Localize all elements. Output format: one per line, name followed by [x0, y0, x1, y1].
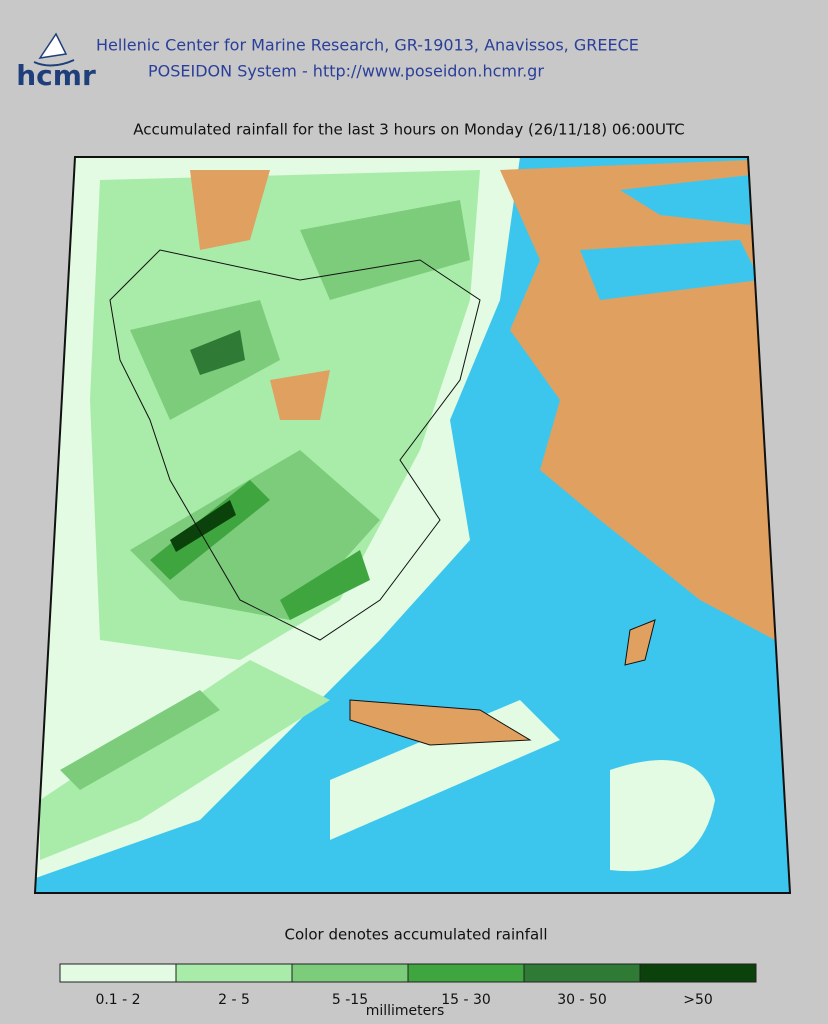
legend-label: 2 - 5 — [218, 992, 250, 1008]
map — [35, 157, 790, 893]
legend-swatch — [639, 963, 757, 983]
header-line: Hellenic Center for Marine Research, GR-… — [96, 36, 639, 55]
legend-label: 30 - 50 — [557, 992, 607, 1008]
legend-swatch — [175, 963, 293, 983]
legend-swatch — [407, 963, 525, 983]
legend-swatch — [523, 963, 641, 983]
legend: 0.1 - 2 2 - 5 5 -15 15 - 30 30 - 50 >50 — [59, 963, 757, 1008]
legend-label: 5 -15 — [332, 992, 368, 1008]
legend-caption: Color denotes accumulated rainfall — [285, 926, 548, 944]
legend-label: 15 - 30 — [441, 992, 491, 1008]
map-title: Accumulated rainfall for the last 3 hour… — [133, 121, 685, 139]
legend-label: >50 — [683, 992, 713, 1008]
logo: hcmr — [16, 32, 96, 92]
legend-swatch — [59, 963, 177, 983]
legend-swatch — [291, 963, 409, 983]
legend-unit: millimeters — [366, 1003, 445, 1019]
legend-label: 0.1 - 2 — [95, 992, 140, 1008]
header-line: POSEIDON System - http://www.poseidon.hc… — [148, 62, 544, 81]
logo-text: hcmr — [16, 59, 96, 92]
